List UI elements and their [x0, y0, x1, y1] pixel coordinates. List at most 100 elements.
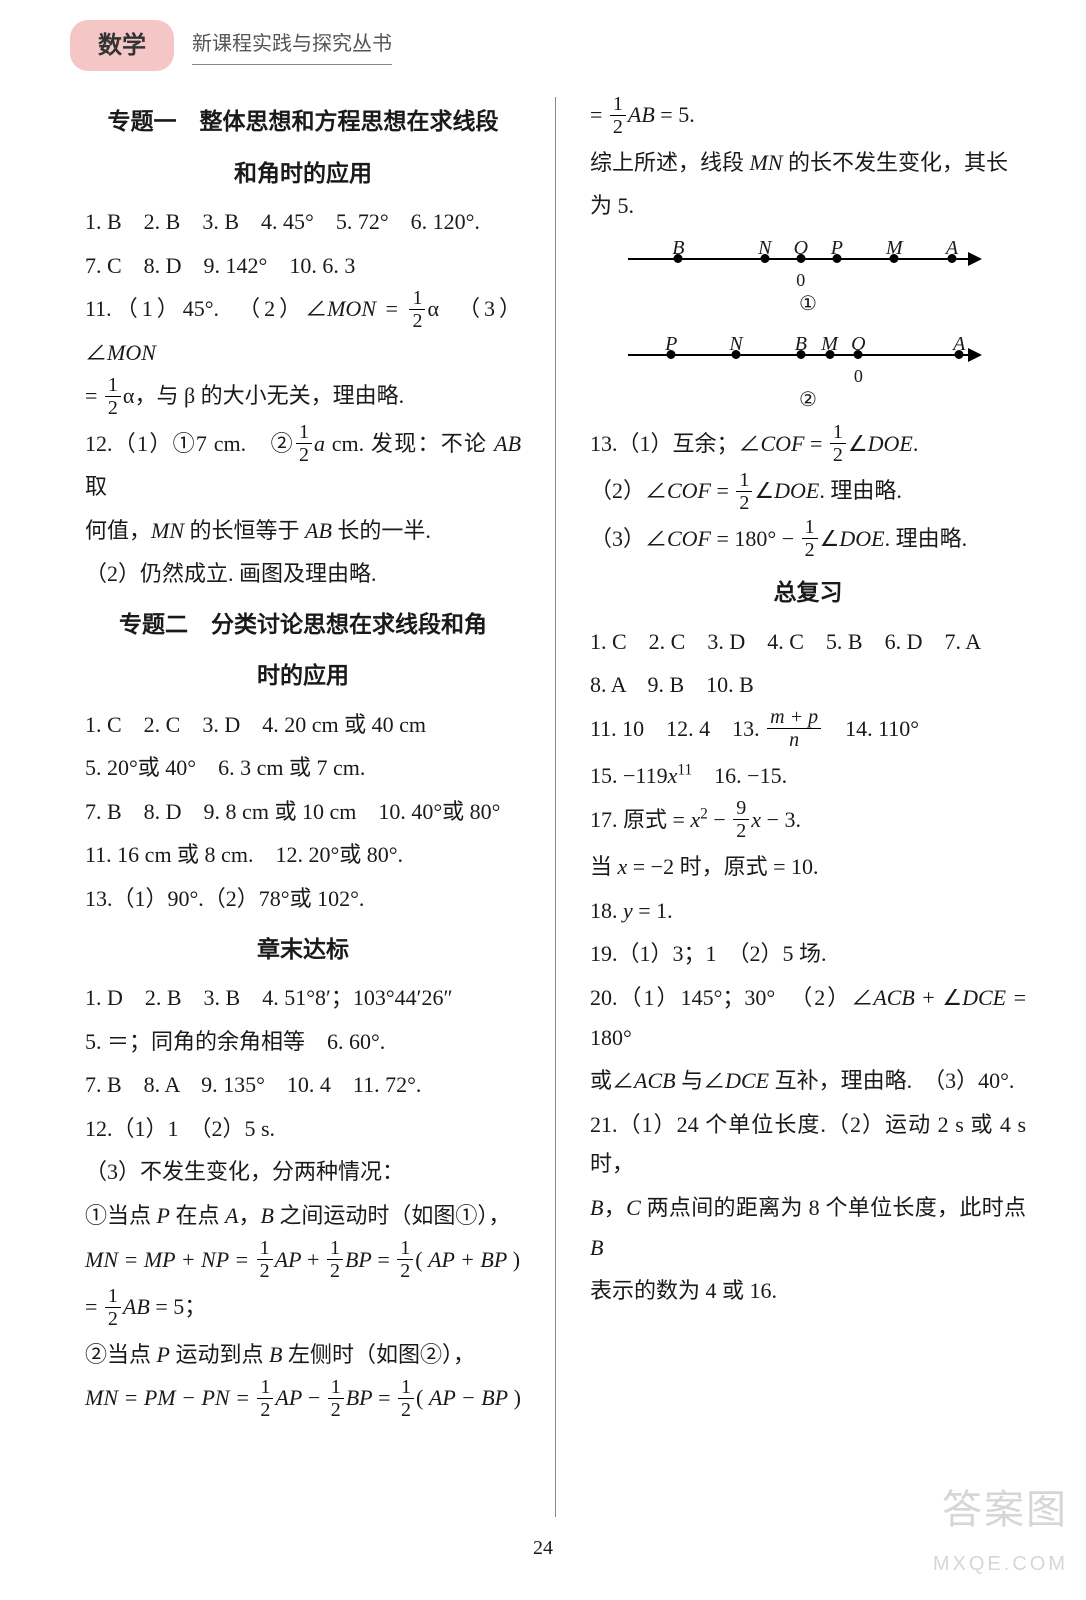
var: x [690, 807, 700, 832]
var: AP + BP [428, 1247, 507, 1272]
text: 18. [590, 898, 623, 923]
text: . 理由略. [885, 526, 968, 551]
den: 2 [296, 444, 312, 465]
topic2-title-line2: 时的应用 [85, 655, 521, 696]
text: α，与 β 的大小无关，理由略. [123, 383, 404, 408]
topic1-title-line2: 和角时的应用 [85, 153, 521, 194]
answer-line: 15. −119x11 16. −15. [590, 756, 1026, 796]
var: B [269, 1342, 282, 1367]
var: MON [327, 296, 376, 321]
var: x [751, 807, 761, 832]
number-line-label: A [946, 230, 958, 266]
var: DCE [962, 985, 1006, 1010]
var: AP [275, 1385, 302, 1410]
answer-line: 何值，MN 的长恒等于 AB 长的一半. [85, 511, 521, 551]
var: x [618, 854, 628, 879]
text: = [590, 102, 608, 127]
answer-line: 7. B 8. A 9. 135° 10. 4 11. 72°. [85, 1065, 521, 1105]
fraction: 12 [105, 1286, 121, 1329]
answer-line: 20.（1）145°；30° （2）∠ACB + ∠DCE = 180° [590, 978, 1026, 1057]
answer-line: 11. 16 cm 或 8 cm. 12. 20°或 80°. [85, 835, 521, 875]
text: . 理由略. [819, 478, 902, 503]
fraction: 12 [802, 517, 818, 560]
answer-line: 12.（1）①7 cm. ②12a cm. 发现：不论 AB 取 [85, 424, 521, 507]
answer-line: B，C 两点间的距离为 8 个单位长度，此时点 B [590, 1188, 1026, 1267]
num: m + p [767, 707, 821, 729]
text: 综上所述，线段 [590, 150, 750, 175]
var: AB [494, 431, 521, 456]
answer-line: （3）不发生变化，分两种情况： [85, 1152, 521, 1192]
number-line-label: N [758, 230, 771, 266]
den: 2 [257, 1260, 273, 1281]
number-line-label: B [795, 326, 807, 362]
answer-line: 1. D 2. B 3. B 4. 51°8′；103°44′26″ [85, 978, 521, 1018]
fraction: 12 [397, 1238, 413, 1281]
chapter-end-title: 章末达标 [85, 929, 521, 970]
text: cm. 发现：不论 [325, 431, 494, 456]
review-title: 总复习 [590, 572, 1026, 613]
var: AB [628, 102, 655, 127]
var: y [623, 898, 633, 923]
number-line: PNBMOA0 [628, 336, 988, 376]
text: 的长恒等于 [184, 518, 305, 543]
num: 9 [733, 798, 749, 820]
text: （2）∠ [590, 478, 667, 503]
number-line: BNOPMA0 [628, 240, 988, 280]
text: 12.（1）①7 cm. ② [85, 431, 294, 456]
answer-line: 5. ＝；同角的余角相等 6. 60°. [85, 1022, 521, 1062]
den: 2 [802, 539, 818, 560]
equation-line: MN = PM − PN = 12AP − 12BP = 12( AP − BP… [85, 1378, 521, 1421]
var: B [590, 1235, 603, 1260]
equation-line: = 12AB = 5. [590, 95, 1026, 138]
topic2-title-line1: 专题二 分类讨论思想在求线段和角 [85, 604, 521, 645]
arrow-icon [968, 348, 982, 362]
fraction: 12 [327, 1238, 343, 1281]
fraction: 12 [830, 422, 846, 465]
var: AB [305, 518, 332, 543]
var: BP [346, 1385, 373, 1410]
text: = 1. [633, 898, 673, 923]
series-title: 新课程实践与探究丛书 [192, 26, 392, 65]
page-header: 数学 新课程实践与探究丛书 [0, 0, 1086, 81]
text: ①当点 [85, 1203, 157, 1228]
var: DOE [839, 526, 884, 551]
text: ) [507, 1247, 520, 1272]
text: = [376, 296, 407, 321]
num: 1 [105, 375, 121, 397]
answer-line: 或∠ACB 与∠DCE 互补，理由略. （3）40°. [590, 1061, 1026, 1101]
var: P [157, 1203, 170, 1228]
var: DOE [774, 478, 819, 503]
text: 或∠ [590, 1068, 634, 1093]
text: 两点间的距离为 8 个单位长度，此时点 [641, 1195, 1026, 1220]
text: = [373, 1385, 396, 1410]
answer-line: = 12α，与 β 的大小无关，理由略. [85, 376, 521, 419]
text: ∠ [754, 478, 774, 503]
answer-line: 8. A 9. B 10. B [590, 665, 1026, 705]
var: DOE [868, 431, 913, 456]
number-line-label: P [665, 326, 677, 362]
text: 取 [85, 474, 107, 499]
num: 1 [257, 1377, 273, 1399]
equation-line: = 12AB = 5； [85, 1287, 521, 1330]
column-divider [555, 97, 556, 1517]
den: 2 [398, 1399, 414, 1420]
text: ∠ [820, 526, 840, 551]
number-line-zero: 0 [796, 264, 805, 296]
answer-line: 1. B 2. B 3. B 4. 45° 5. 72° 6. 120°. [85, 202, 521, 242]
var: a [314, 431, 325, 456]
fraction: 12 [736, 470, 752, 513]
den: 2 [327, 1260, 343, 1281]
text: ( [416, 1385, 429, 1410]
den: 2 [105, 397, 121, 418]
watermark-line2: MXQE.COM [933, 1546, 1068, 1582]
answer-line: （2）∠COF = 12∠DOE. 理由略. [590, 471, 1026, 514]
text: 何值， [85, 518, 151, 543]
text: 与∠ [676, 1068, 726, 1093]
answer-line: 为 5. [590, 186, 1026, 226]
var: B [260, 1203, 273, 1228]
number-line-label: A [953, 326, 965, 362]
fraction: 12 [610, 94, 626, 137]
num: 1 [397, 1238, 413, 1260]
var: B [590, 1195, 603, 1220]
text: ②当点 [85, 1342, 157, 1367]
